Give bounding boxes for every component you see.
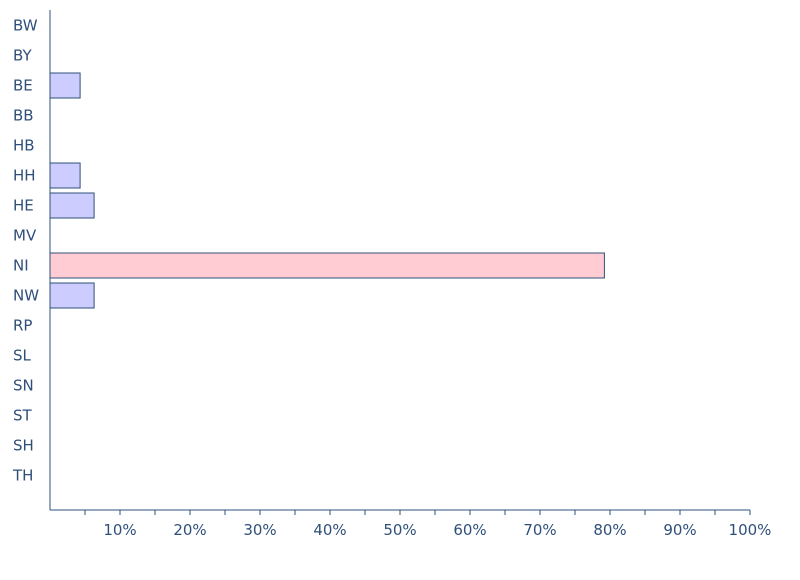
bar-hh — [49, 162, 81, 189]
bar-ni — [49, 252, 605, 279]
category-label-st: ST — [13, 407, 33, 425]
category-label-bb: BB — [13, 107, 34, 125]
x-tick-label: 70% — [523, 521, 556, 539]
x-tick-label: 90% — [663, 521, 696, 539]
category-label-he: HE — [13, 197, 34, 215]
category-label-sn: SN — [13, 377, 34, 395]
bar-be — [49, 72, 81, 99]
category-label-hb: HB — [13, 137, 35, 155]
category-label-nw: NW — [13, 287, 39, 305]
bars-group — [49, 72, 605, 309]
category-label-by: BY — [13, 47, 32, 65]
category-label-th: TH — [12, 467, 33, 485]
x-tick-label: 60% — [453, 521, 486, 539]
x-tick-label: 100% — [729, 521, 772, 539]
x-tick-label: 40% — [313, 521, 346, 539]
bar-he — [49, 192, 95, 219]
category-label-be: BE — [13, 77, 33, 95]
x-tick-label: 20% — [173, 521, 206, 539]
category-label-mv: MV — [13, 227, 37, 245]
category-label-sl: SL — [13, 347, 32, 365]
bar-nw — [49, 282, 95, 309]
x-tick-label: 10% — [103, 521, 136, 539]
x-tick-label: 30% — [243, 521, 276, 539]
x-tick-label: 50% — [383, 521, 416, 539]
category-label-sh: SH — [13, 437, 34, 455]
category-label-ni: NI — [13, 257, 29, 275]
category-labels: BW BY BE BB HB HH HE MV NI NW RP SL SN ST SH TH — [12, 17, 39, 485]
category-label-rp: RP — [13, 317, 32, 335]
x-tick-label: 80% — [593, 521, 626, 539]
category-label-bw: BW — [13, 17, 38, 35]
category-label-hh: HH — [13, 167, 36, 185]
x-ticks: 10% 20% 30% 40% 50% 60% 70% 80% 90% 100% — [84, 510, 772, 539]
